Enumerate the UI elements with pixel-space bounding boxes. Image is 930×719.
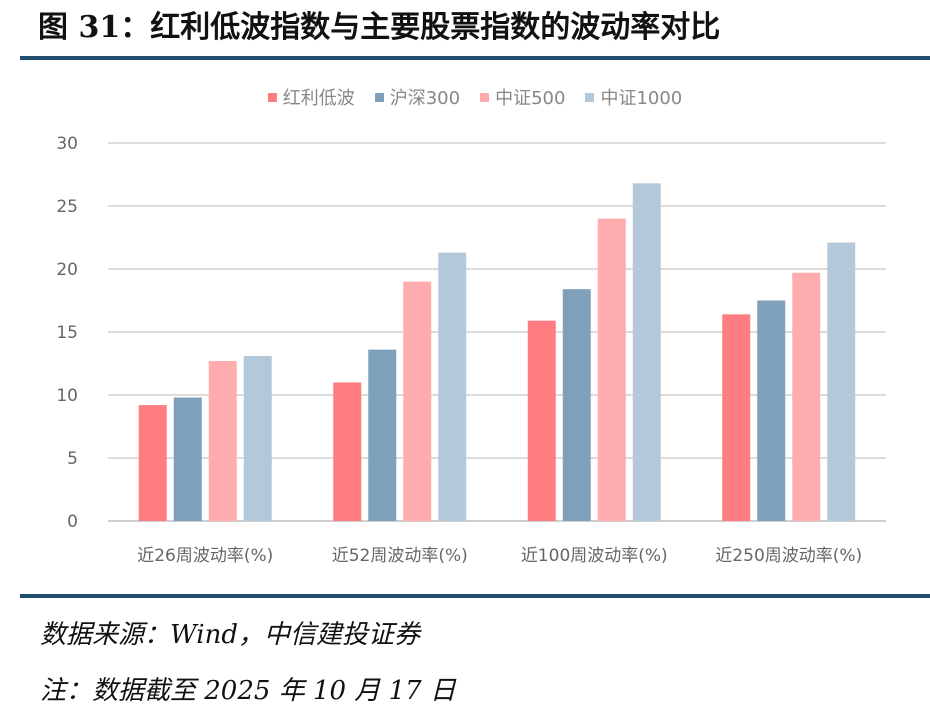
bar (792, 272, 821, 521)
legend-label: 红利低波 (282, 88, 355, 109)
bar (827, 242, 856, 522)
legend-label: 中证1000 (600, 88, 683, 109)
bar (208, 360, 237, 521)
y-tick-label: 10 (56, 386, 78, 406)
legend-item: 红利低波 (267, 84, 355, 110)
chart-container: 红利低波 沪深300 中证500 中证1000 0 5 10 15 20 25 30 近26周波动率… (20, 62, 930, 590)
bar (527, 320, 556, 521)
legend-swatch (480, 92, 490, 102)
bottom-divider (20, 594, 930, 598)
y-tick-label: 20 (56, 260, 78, 280)
bar-chart: 0 5 10 15 20 25 30 近26周波动率(%) 近52周波动率(%) 近100周波动率… (56, 134, 886, 566)
bar (138, 405, 167, 521)
legend-label: 中证500 (495, 88, 566, 109)
bar (333, 382, 362, 521)
legend-item: 中证1000 (585, 84, 682, 110)
source-note: 数据来源：Wind，中信建投证券 (40, 620, 420, 650)
bar (438, 252, 467, 521)
y-tick-label: 30 (56, 134, 78, 154)
bar (173, 397, 202, 521)
date-note: 注：数据截至 2025 年 10 月 17 日 (40, 676, 456, 706)
bar (562, 289, 591, 521)
legend-swatch (267, 92, 277, 102)
y-tick-label: 0 (67, 512, 78, 532)
bar (243, 355, 272, 521)
bar (368, 349, 397, 521)
bar (757, 300, 786, 521)
bar (597, 218, 626, 521)
figure-title: 图 31：红利低波指数与主要股票指数的波动率对比 (38, 10, 721, 45)
bar (722, 314, 751, 521)
y-tick-label: 25 (56, 197, 78, 217)
chart-legend: 红利低波 沪深300 中证500 中证1000 (20, 84, 930, 110)
bar (403, 281, 432, 521)
x-tick-label: 近26周波动率(%) (137, 546, 273, 566)
y-tick-label: 15 (56, 323, 78, 343)
legend-label: 沪深300 (389, 88, 461, 109)
legend-swatch (585, 92, 595, 102)
y-tick-label: 5 (67, 449, 78, 469)
legend-item: 中证500 (480, 84, 565, 110)
x-tick-label: 近250周波动率(%) (715, 546, 862, 566)
top-divider (20, 56, 930, 60)
bar (632, 183, 661, 521)
legend-swatch (374, 92, 384, 102)
x-tick-label: 近100周波动率(%) (521, 546, 668, 566)
x-tick-label: 近52周波动率(%) (332, 546, 468, 566)
legend-item: 沪深300 (374, 84, 461, 110)
